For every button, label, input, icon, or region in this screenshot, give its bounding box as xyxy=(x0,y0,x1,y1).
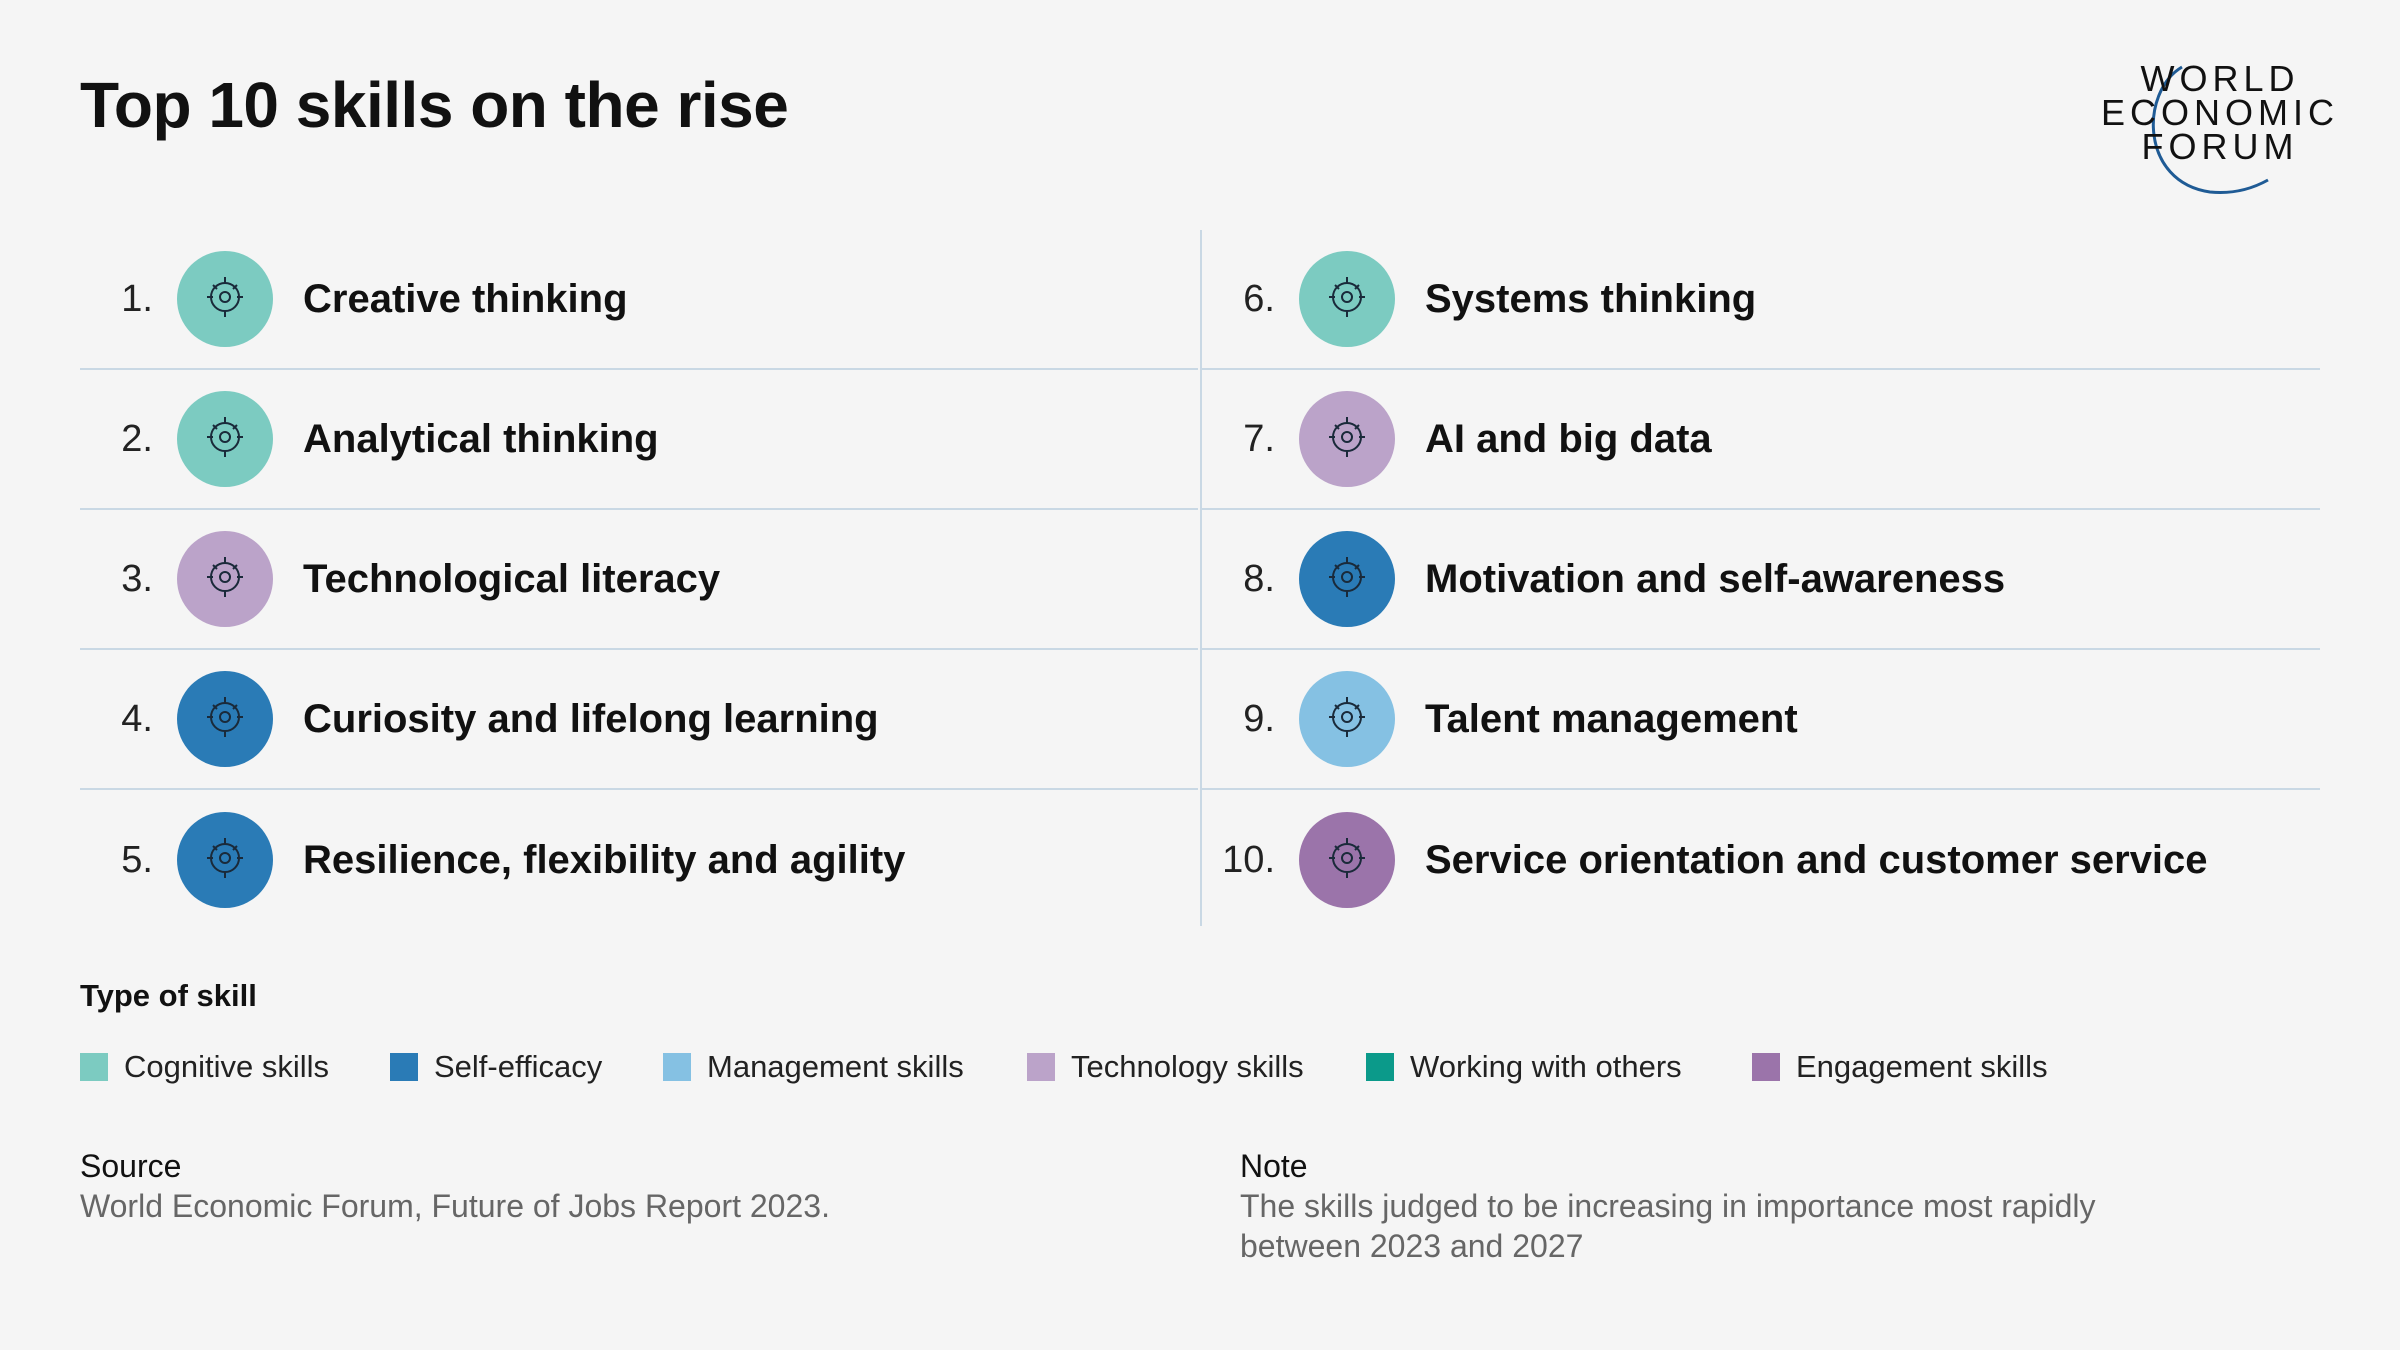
source-heading: Source xyxy=(80,1148,182,1184)
head-chart-icon xyxy=(177,391,273,487)
skill-row: 6. Systems thinking xyxy=(1202,230,2320,370)
magnifier-question-icon xyxy=(177,671,273,767)
skill-rank: 4. xyxy=(121,697,153,740)
logo-line: ECONOMIC xyxy=(2101,92,2339,133)
skills-column-right: 6. Systems thinking 7. AI and big data 8. … xyxy=(1202,230,2320,930)
legend-title: Type of skill xyxy=(80,978,257,1013)
skill-label: Analytical thinking xyxy=(303,416,659,461)
legend-item: Technology skills xyxy=(1027,1049,1304,1085)
note-heading: Note xyxy=(1240,1148,1308,1184)
skill-label: Resilience, flexibility and agility xyxy=(303,837,906,882)
legend-swatch xyxy=(1752,1053,1780,1081)
network-database-icon xyxy=(1299,251,1395,347)
wef-logo: WORLD ECONOMIC FORUM xyxy=(2100,58,2340,202)
skill-rank: 3. xyxy=(121,557,153,600)
legend-item: Management skills xyxy=(663,1049,964,1085)
legend-item: Self-efficacy xyxy=(390,1049,602,1085)
skill-rank: 9. xyxy=(1243,697,1275,740)
column-divider xyxy=(1200,230,1202,926)
gear-people-icon xyxy=(1299,671,1395,767)
skill-rank: 6. xyxy=(1243,277,1275,320)
legend-label: Working with others xyxy=(1410,1049,1682,1084)
magnifier-person-icon xyxy=(1299,531,1395,627)
source-text: World Economic Forum, Future of Jobs Rep… xyxy=(80,1188,830,1224)
legend-label: Cognitive skills xyxy=(124,1049,330,1084)
legend-swatch xyxy=(80,1053,108,1081)
note-line: The skills judged to be increasing in im… xyxy=(1240,1188,2096,1224)
legend-label: Technology skills xyxy=(1071,1049,1304,1084)
skill-label: Service orientation and customer service xyxy=(1425,837,2208,882)
skill-rank: 8. xyxy=(1243,557,1275,600)
head-gear-icon xyxy=(177,251,273,347)
skill-label: AI and big data xyxy=(1425,416,1712,461)
skill-rank: 7. xyxy=(1243,417,1275,460)
note-text: The skills judged to be increasing in im… xyxy=(1240,1186,2096,1266)
skill-row: 5. Resilience, flexibility and agility xyxy=(80,790,1198,930)
skill-row: 2. Analytical thinking xyxy=(80,370,1198,510)
legend-label: Engagement skills xyxy=(1796,1049,2048,1084)
skill-row: 10. Service orientation and customer ser… xyxy=(1202,790,2320,930)
skill-label: Curiosity and lifelong learning xyxy=(303,696,879,741)
skill-row: 8. Motivation and self-awareness xyxy=(1202,510,2320,650)
legend-item: Engagement skills xyxy=(1752,1049,2048,1085)
chip-icon xyxy=(1299,391,1395,487)
legend-label: Management skills xyxy=(707,1049,964,1084)
logo-line: WORLD xyxy=(2140,58,2300,99)
legend-item: Cognitive skills xyxy=(80,1049,329,1085)
logo-arc xyxy=(2151,65,2269,194)
legend-swatch xyxy=(1366,1053,1394,1081)
skill-label: Talent management xyxy=(1425,696,1798,741)
legend-swatch xyxy=(1027,1053,1055,1081)
skill-rank: 1. xyxy=(121,277,153,320)
headset-chat-icon xyxy=(1299,812,1395,908)
skill-row: 4. Curiosity and lifelong learning xyxy=(80,650,1198,790)
skill-row: 9. Talent management xyxy=(1202,650,2320,790)
skill-rank: 10. xyxy=(1222,838,1275,881)
logo-line: FORUM xyxy=(2141,126,2299,167)
legend-label: Self-efficacy xyxy=(434,1049,603,1084)
note-line: between 2023 and 2027 xyxy=(1240,1228,1584,1264)
page-title: Top 10 skills on the rise xyxy=(80,69,789,141)
skill-label: Motivation and self-awareness xyxy=(1425,556,2006,601)
skill-rank: 2. xyxy=(121,417,153,460)
skill-label: Technological literacy xyxy=(303,556,721,601)
skill-label: Systems thinking xyxy=(1425,276,1757,321)
skills-column-left: 1. Creative thinking 2. Analytical thinki… xyxy=(80,230,1198,930)
skill-label: Creative thinking xyxy=(303,276,628,321)
skill-row: 3. Technological literacy xyxy=(80,510,1198,650)
skill-row: 7. AI and big data xyxy=(1202,370,2320,510)
shirt-chip-icon xyxy=(177,531,273,627)
head-lightning-icon xyxy=(177,812,273,908)
skill-row: 1. Creative thinking xyxy=(80,230,1198,370)
legend-item: Working with others xyxy=(1366,1049,1682,1085)
legend-swatch xyxy=(663,1053,691,1081)
skill-rank: 5. xyxy=(121,838,153,881)
legend-swatch xyxy=(390,1053,418,1081)
